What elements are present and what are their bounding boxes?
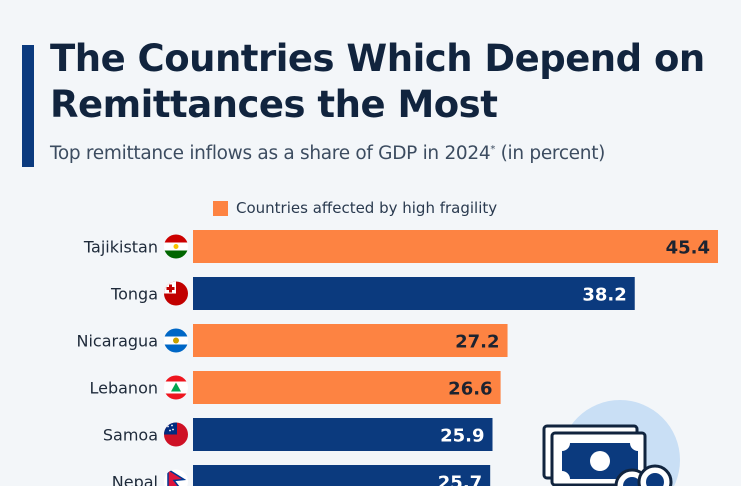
value-label: 27.2 bbox=[455, 332, 499, 353]
bar bbox=[193, 230, 718, 263]
value-label: 45.4 bbox=[666, 238, 710, 259]
category-label: Tajikistan bbox=[83, 238, 158, 257]
subtitle-footnote-mark: * bbox=[490, 143, 496, 155]
bar-row-tajikistan: Tajikistan 45.4 bbox=[83, 230, 718, 263]
legend-swatch-fragility bbox=[213, 200, 228, 216]
tonga-flag-icon bbox=[164, 281, 188, 306]
legend-label-fragility: Countries affected by high fragility bbox=[236, 199, 498, 217]
nepal-flag-icon bbox=[164, 469, 188, 486]
bar bbox=[193, 371, 501, 404]
bar-row-nicaragua: Nicaragua 27.2 bbox=[77, 324, 508, 357]
chart-title: The Countries Which Depend on Remittance… bbox=[50, 36, 741, 128]
category-label: Samoa bbox=[103, 426, 158, 445]
tajikistan-flag-icon bbox=[164, 234, 188, 259]
bar-row-lebanon: Lebanon 26.6 bbox=[89, 371, 501, 404]
value-label: 25.7 bbox=[438, 473, 482, 486]
category-label: Nepal bbox=[112, 473, 158, 486]
category-label: Tonga bbox=[110, 285, 158, 304]
nicaragua-flag-icon bbox=[164, 328, 188, 353]
bar-row-tonga: Tonga 38.2 bbox=[110, 277, 635, 310]
bar bbox=[193, 418, 493, 451]
lebanon-flag-icon bbox=[164, 375, 188, 400]
bar bbox=[193, 324, 508, 357]
chart-title-text: The Countries Which Depend on Remittance… bbox=[50, 37, 705, 126]
value-label: 38.2 bbox=[582, 285, 626, 306]
chart-subtitle: Top remittance inflows as a share of GDP… bbox=[50, 143, 605, 164]
category-label: Lebanon bbox=[89, 379, 158, 398]
value-label: 25.9 bbox=[440, 426, 484, 447]
category-label: Nicaragua bbox=[77, 332, 159, 351]
value-label: 26.6 bbox=[448, 379, 492, 400]
money-bills-coins-icon bbox=[542, 400, 680, 486]
title-accent-bar bbox=[22, 45, 34, 167]
bar bbox=[193, 465, 491, 486]
bar-row-nepal: Nepal 25.7 bbox=[112, 465, 491, 486]
subtitle-text: Top remittance inflows as a share of GDP… bbox=[50, 143, 491, 164]
subtitle-unit: (in percent) bbox=[500, 143, 606, 164]
legend: Countries affected by high fragility bbox=[213, 199, 497, 217]
bar bbox=[193, 277, 635, 310]
samoa-flag-icon bbox=[164, 422, 188, 447]
bar-row-samoa: Samoa 25.9 bbox=[103, 418, 493, 451]
